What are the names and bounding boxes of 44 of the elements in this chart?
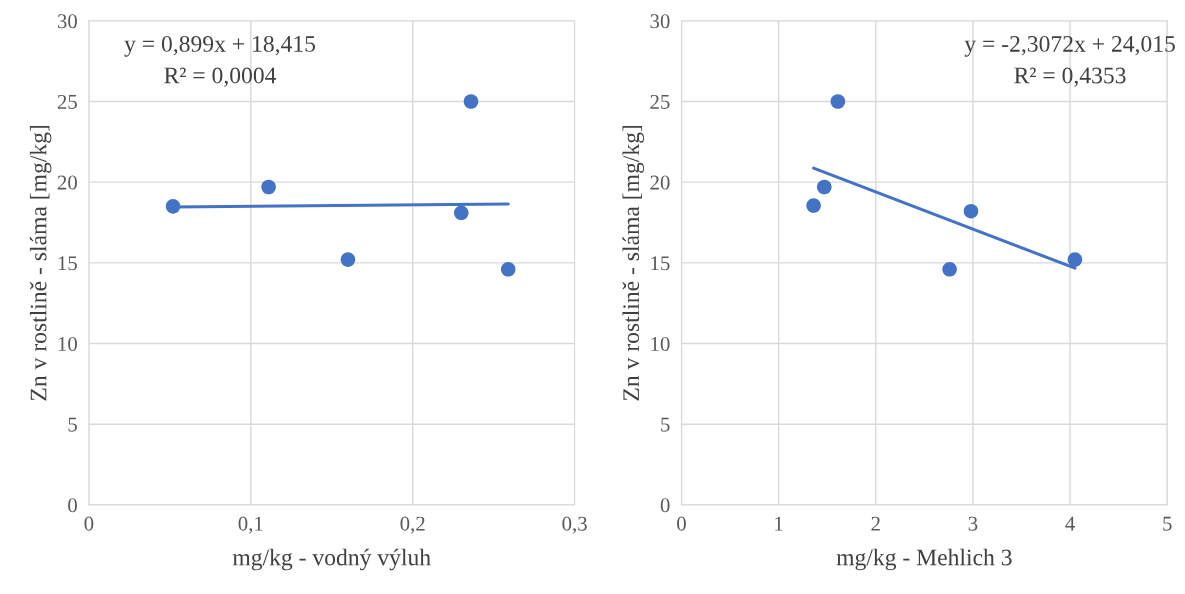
x-tick-label: 0 [84,516,94,531]
y-tick-label: 25 [57,94,77,109]
x-axis-title: mg/kg - Mehlich 3 [836,548,1012,571]
y-tick-label: 5 [661,417,670,432]
annotation: R² = 0,0004 [164,67,277,87]
x-tick-label: 4 [1065,516,1075,531]
point [942,262,957,277]
y-axis-title: Zn v rostlině - sláma [mg/kg] [29,125,52,401]
x-tick-label: 0,3 [562,516,587,534]
y-tick-label: 10 [651,336,670,351]
y-tick-label: 30 [650,14,670,29]
y-tick-label: 15 [651,256,670,271]
point [453,205,469,221]
y-tick-label: 0 [68,498,77,513]
y-tick-label: 0 [660,498,670,513]
x-tick-label: 0,2 [400,516,425,534]
point [817,179,832,195]
point [463,94,479,109]
x-tick-label: 0 [677,516,686,531]
annotation: R² = 0,4353 [1014,67,1126,87]
y-axis-title: Zn v rostlině - sláma [mg/kg] [622,125,644,401]
y-tick-label: 25 [650,94,670,109]
point [963,203,979,219]
x-tick-label: 0,1 [238,516,263,534]
x-tick-label: 3 [968,516,978,531]
y-tick-label: 15 [58,256,77,271]
y-tick-label: 20 [57,175,77,190]
point [340,252,356,267]
x-tick-label: 1 [775,516,783,531]
x-axis-title: mg/kg - vodný výluh [232,548,431,571]
point [165,199,181,214]
x-tick-label: 2 [871,516,880,531]
y-tick-label: 20 [650,175,670,190]
point [500,262,516,277]
y-tick-label: 30 [57,14,77,29]
annotation: y = 0,899x + 18,415 [124,35,316,57]
y-tick-label: 10 [58,336,77,351]
point [261,179,276,195]
y-tick-label: 5 [68,417,77,432]
x-tick-label: 5 [1163,516,1172,531]
annotation: y = -2,3072x + 24,015 [964,35,1175,57]
point [1067,252,1083,267]
point [830,94,846,109]
point [806,198,821,213]
